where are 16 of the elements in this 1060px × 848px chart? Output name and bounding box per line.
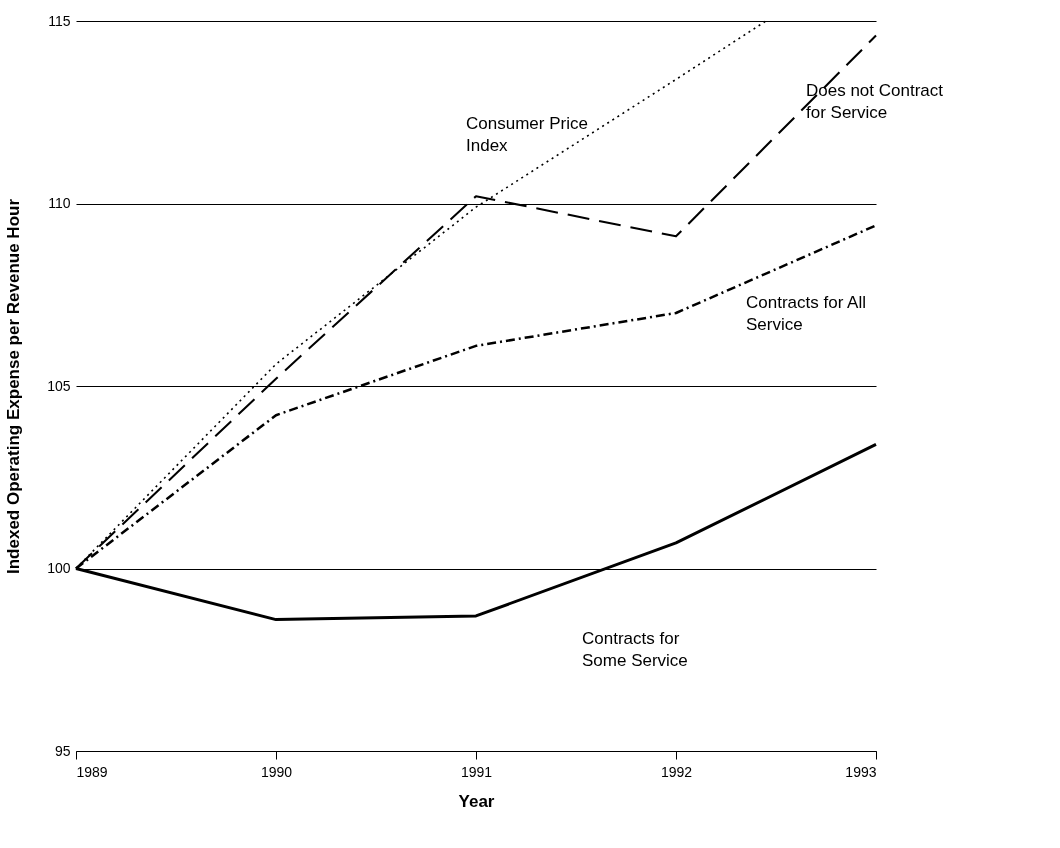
- y-tick-label: 105: [47, 377, 71, 394]
- y-tick-label: 100: [47, 560, 71, 576]
- y-tick-label: 95: [54, 742, 71, 759]
- x-tick-label: 1990: [260, 763, 293, 780]
- x-tick-label: 1989: [76, 763, 108, 780]
- text: Contracts for Some Service: [582, 628, 688, 670]
- x-tick-label: 1992: [660, 763, 693, 780]
- y-axis-title: Indexed Operating Expense per Revenue Hour: [4, 198, 24, 575]
- series-label: Does not Contract for Service: [806, 81, 944, 123]
- y-tick-label: 115: [48, 12, 71, 29]
- x-tick-label: 1991: [460, 763, 493, 780]
- x-tick-label: 1993: [845, 763, 877, 780]
- y-tick-label: 110: [48, 195, 71, 211]
- series-label: Contracts for All Service: [746, 292, 866, 334]
- x-axis-title: Year: [458, 791, 495, 811]
- series-label: Consumer Price Index: [466, 113, 588, 155]
